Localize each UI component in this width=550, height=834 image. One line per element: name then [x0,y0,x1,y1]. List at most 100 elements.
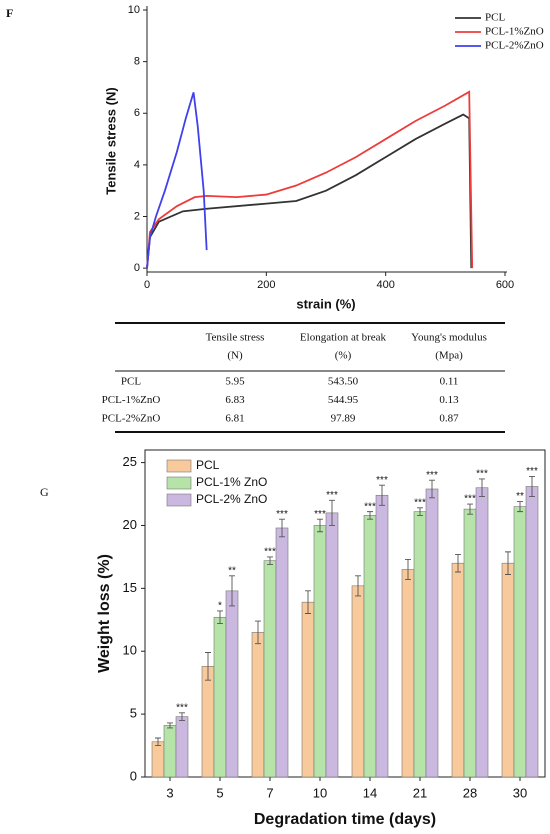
y-tick-label: 10 [123,643,137,658]
y-tick-label: 10 [128,4,140,16]
y-tick-label: 6 [134,107,140,119]
table-header: Elongation at break [300,332,387,344]
significance-label: *** [264,547,276,558]
table-header: (Mpa) [435,350,463,362]
error-bar [429,479,435,499]
table-cell: 0.13 [439,394,459,406]
y-tick-label: 0 [130,768,137,783]
x-tick-label: 400 [376,279,394,291]
y-axis-label: Tensile stress (N) [103,87,118,194]
x-tick-label: 5 [216,785,223,800]
table-header: Tensile stress [206,332,265,344]
significance-label: *** [464,494,476,505]
bar [351,585,365,778]
x-tick-label: 14 [363,785,377,800]
legend-label: PCL-1% ZnO [196,475,267,489]
x-axis-label: strain (%) [296,296,355,311]
panel-label: G [40,485,49,499]
error-bar [467,503,473,515]
bar [363,515,377,778]
x-tick-label: 200 [257,279,275,291]
error-bar [155,737,161,747]
bar [463,508,477,778]
error-bar [405,558,411,580]
bar [451,562,465,778]
significance-label: *** [326,490,338,501]
error-bar [179,712,185,721]
bar [401,569,415,778]
x-tick-label: 0 [144,279,150,291]
significance-label: *** [364,501,376,512]
table-header: Young's modulus [411,332,487,344]
y-tick-label: 15 [123,580,137,595]
error-bar [317,518,323,533]
x-tick-label: 30 [513,785,527,800]
bar [213,616,227,778]
error-bar [379,484,385,506]
y-tick-label: 4 [134,159,140,171]
table-cell: 544.95 [328,394,359,406]
significance-label: ** [516,491,524,502]
x-tick-label: 10 [313,785,327,800]
error-bar [417,507,423,516]
error-bar [367,511,373,520]
error-bar [517,501,523,513]
error-bar [529,475,535,497]
legend-label: PCL [196,458,220,472]
table-cell: 6.83 [225,394,245,406]
x-tick-label: 21 [413,785,427,800]
y-tick-label: 2 [134,210,140,222]
error-bar [329,499,335,526]
legend-label: PCL-2%ZnO [485,40,544,52]
bar [151,741,165,778]
error-bar [479,478,485,497]
legend-label: PCL-1%ZnO [485,26,544,38]
error-bar [167,722,173,729]
table-cell: 97.89 [331,413,356,425]
table-cell: 5.95 [225,376,245,388]
table-cell: PCL-2%ZnO [102,413,161,425]
bar [275,527,289,778]
error-bar [205,652,211,681]
table-header: (N) [227,350,243,362]
error-bar [455,553,461,573]
significance-label: ** [228,565,236,576]
legend-swatch [166,493,192,507]
bar [263,560,277,778]
table-cell: 6.81 [225,413,244,425]
error-bar [279,518,285,538]
legend-label: PCL [485,12,505,24]
line-series [146,90,474,269]
table-cell: 0.11 [440,376,459,388]
bar [325,512,339,778]
x-tick-label: 28 [463,785,477,800]
y-tick-label: 8 [134,56,140,68]
bar [501,562,515,778]
y-tick-label: 25 [123,454,137,469]
error-bar [217,610,223,625]
table-cell: PCL-1%ZnO [102,394,161,406]
error-bar [229,575,235,607]
bar [525,486,539,778]
significance-label: *** [476,469,488,480]
plot-frame [144,449,546,778]
x-tick-label: 600 [496,279,514,291]
bar [301,601,315,778]
bar [475,487,489,778]
significance-label: *** [376,475,388,486]
table-cell: PCL [121,376,141,388]
bar [201,666,215,778]
bar [375,494,389,778]
bar [425,488,439,778]
y-tick-label: 5 [130,706,137,721]
significance-label: *** [276,509,288,520]
x-axis-label: Degradation time (days) [254,811,436,828]
panel-label: F [6,6,13,20]
significance-label: *** [314,509,326,520]
y-axis-label: Weight loss (%) [96,554,113,673]
y-tick-label: 0 [134,262,140,274]
bar [413,511,427,778]
bar [163,725,177,778]
error-bar [505,551,511,575]
